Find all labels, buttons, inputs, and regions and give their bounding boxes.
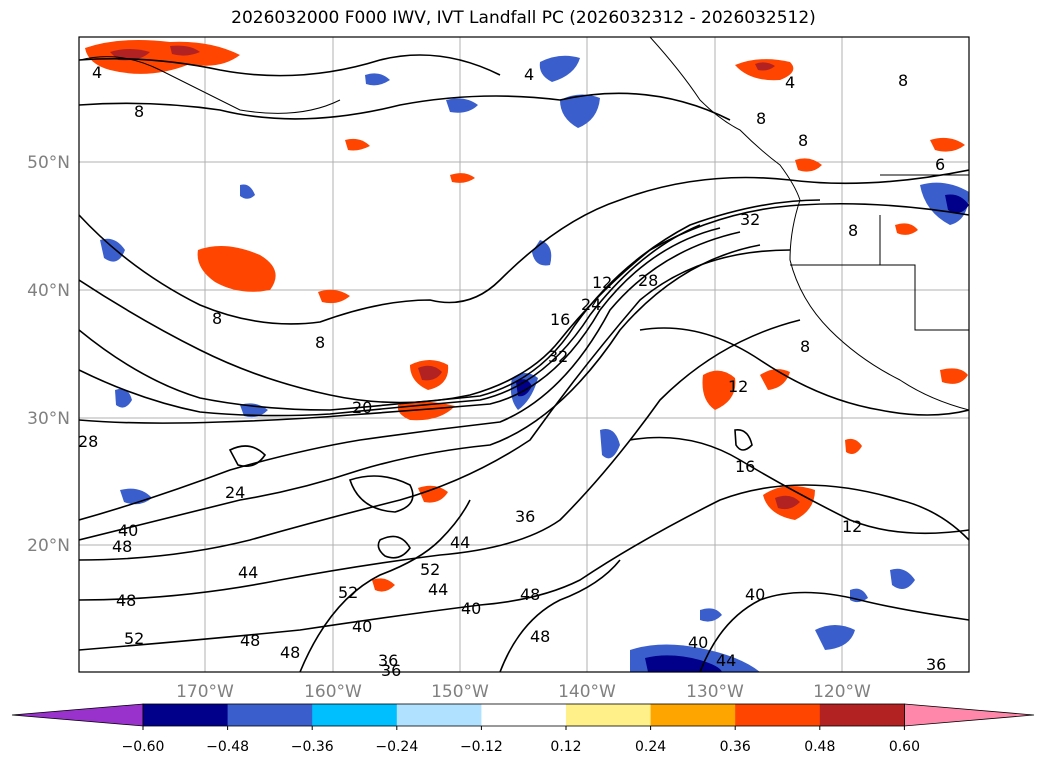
contour-label: 8 (756, 109, 766, 128)
colorbar-segment (396, 704, 482, 726)
coastlines (79, 37, 969, 411)
contour-label: 28 (638, 271, 658, 290)
colorbar-segment (735, 704, 821, 726)
contour-label: 40 (118, 521, 138, 540)
contour-label: 12 (592, 273, 612, 292)
contour-label: 8 (798, 131, 808, 150)
contour-label: 12 (728, 377, 748, 396)
contour-label: 40 (461, 599, 481, 618)
contour-label: 4 (785, 73, 795, 92)
colorbar-label: 0.60 (889, 739, 920, 755)
colorbar-segment (566, 704, 652, 726)
lat-label: 20°N (27, 536, 70, 556)
contour-label: 48 (520, 585, 540, 604)
colorbar-segment (312, 704, 398, 726)
contour-label: 40 (352, 617, 372, 636)
latitude-labels: 50°N 40°N 30°N 20°N (27, 153, 70, 556)
contour-label: 44 (450, 533, 470, 552)
contour-label: 48 (240, 631, 260, 650)
contour-label: 48 (116, 591, 136, 610)
colorbar-segment (650, 704, 736, 726)
contour-label: 36 (926, 655, 946, 674)
contour-label: 8 (848, 221, 858, 240)
contour-label: 24 (225, 483, 245, 502)
contour-label: 44 (238, 563, 258, 582)
contour-label: 16 (735, 457, 755, 476)
lat-label: 50°N (27, 153, 70, 173)
contour-label: 48 (280, 643, 300, 662)
contour-label: 8 (212, 309, 222, 328)
positive-anomaly-shading (85, 40, 968, 592)
contour-label: 28 (78, 432, 98, 451)
lat-label: 40°N (27, 281, 70, 301)
map-title: 2026032000 F000 IWV, IVT Landfall PC (20… (231, 8, 816, 28)
contour-label: 24 (581, 295, 601, 314)
lon-label: 170°W (176, 682, 234, 702)
colorbar-outline (142, 703, 905, 727)
contour-label: 40 (688, 633, 708, 652)
longitude-labels: 170°W 160°W 150°W 140°W 130°W 120°W (176, 682, 871, 702)
lon-label: 130°W (686, 682, 744, 702)
lon-label: 120°W (813, 682, 871, 702)
colorbar-segment (481, 704, 567, 726)
contour-label: 52 (124, 629, 144, 648)
contour-label: 16 (550, 310, 570, 329)
colorbar-segment (143, 704, 229, 726)
contour-label: 48 (530, 627, 550, 646)
contour-label: 52 (420, 560, 440, 579)
colorbar-label: −0.12 (460, 739, 503, 755)
plot-area (79, 37, 969, 672)
contour-label: 44 (428, 580, 448, 599)
contour-label: 6 (935, 155, 945, 174)
negative-anomaly-shading (100, 55, 969, 672)
contour-labels: 4 4 4 8 8 8 8 8 8 8 8 6 32 12 28 24 16 3… (78, 63, 946, 680)
colorbar-label: 0.24 (635, 739, 666, 755)
contour-label: 36 (381, 661, 401, 680)
colorbar-extend-left (11, 703, 144, 727)
contour-label: 52 (338, 583, 358, 602)
colorbar-label: 0.48 (804, 739, 835, 755)
colorbar-label: 0.36 (720, 739, 751, 755)
contour-label: 8 (800, 337, 810, 356)
contour-label: 32 (740, 210, 760, 229)
contour-label: 32 (548, 347, 568, 366)
contour-label: 20 (352, 398, 372, 417)
colorbar-label: −0.60 (122, 739, 165, 755)
colorbar-label: −0.24 (375, 739, 418, 755)
colorbar: −0.60 −0.48 −0.36 −0.24 −0.12 0.12 0.24 0.36 0.4… (11, 703, 1035, 755)
contour-label: 8 (898, 71, 908, 90)
contour-label: 4 (524, 65, 534, 84)
contour-label: 36 (378, 651, 398, 670)
lon-label: 160°W (304, 682, 362, 702)
colorbar-segment (819, 704, 905, 726)
colorbar-extend-right (904, 703, 1035, 727)
contour-label: 40 (745, 585, 765, 604)
lon-label: 150°W (431, 682, 489, 702)
contour-label: 4 (92, 63, 102, 82)
lat-label: 30°N (27, 409, 70, 429)
colorbar-label: 0.12 (550, 739, 581, 755)
colorbar-label: −0.36 (291, 739, 334, 755)
contour-label: 12 (842, 517, 862, 536)
colorbar-label: −0.48 (206, 739, 249, 755)
contour-label: 44 (716, 651, 736, 670)
graticule (79, 37, 969, 672)
lon-label: 140°W (558, 682, 616, 702)
contour-label: 48 (112, 537, 132, 556)
plot-frame (78, 36, 970, 673)
colorbar-segment (227, 704, 313, 726)
contour-label: 36 (515, 507, 535, 526)
contour-label: 8 (134, 102, 144, 121)
contour-label: 8 (315, 333, 325, 352)
iwv-contours (79, 54, 969, 672)
